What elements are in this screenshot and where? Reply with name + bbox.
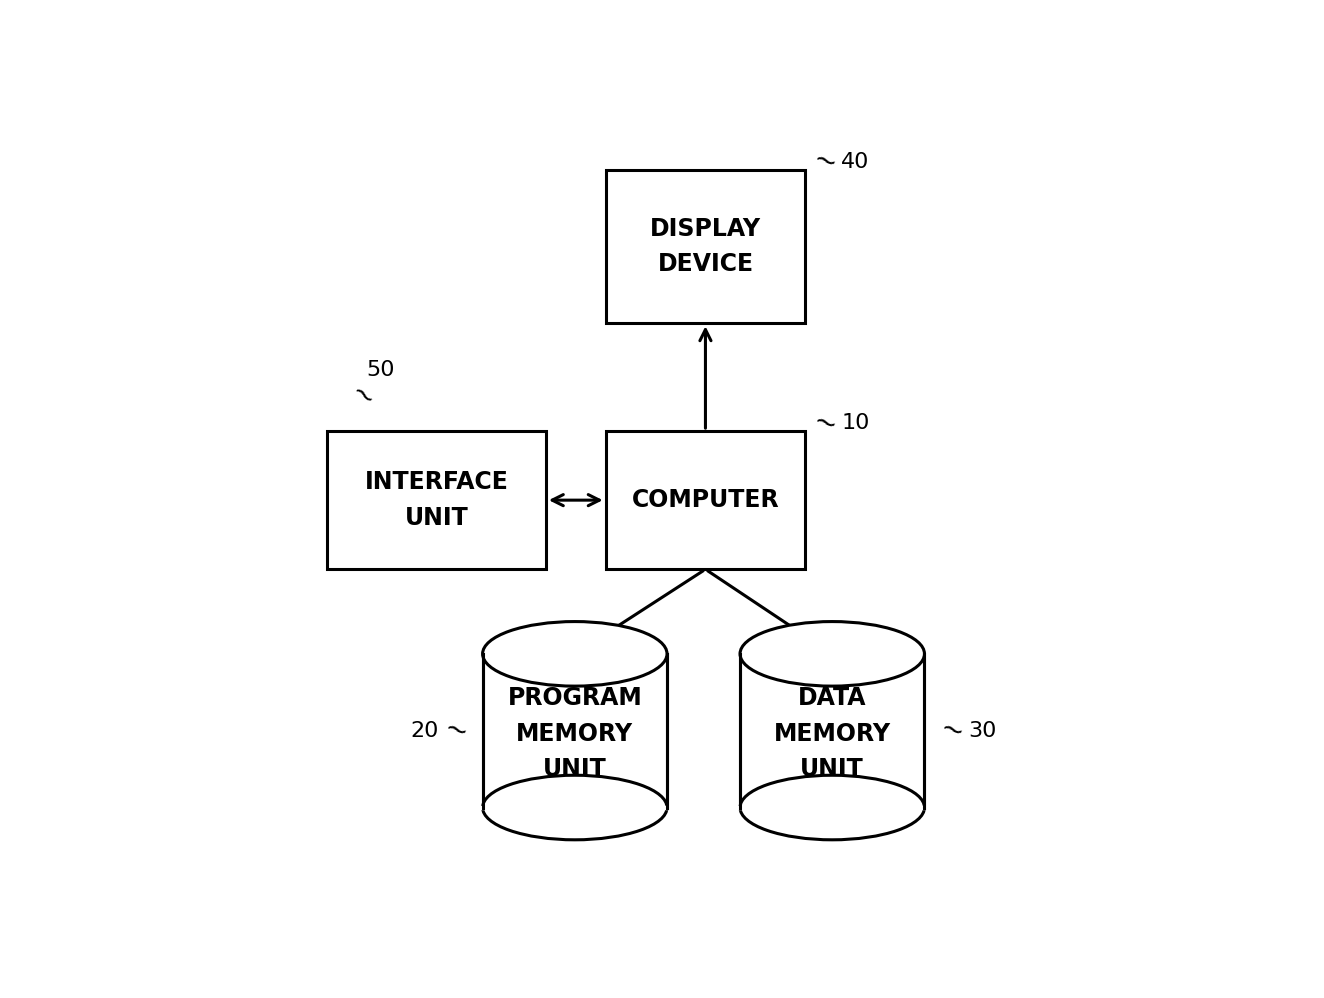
Text: DATA
MEMORY
UNIT: DATA MEMORY UNIT (773, 687, 891, 781)
Bar (605, 431, 805, 569)
Text: ∼: ∼ (809, 145, 841, 180)
Ellipse shape (740, 775, 924, 839)
Text: ∼: ∼ (344, 378, 380, 414)
Text: ∼: ∼ (440, 714, 471, 748)
Bar (327, 431, 545, 569)
Text: ∼: ∼ (936, 714, 967, 748)
Bar (740, 654, 924, 807)
Bar (605, 170, 805, 323)
Text: PROGRAM
MEMORY
UNIT: PROGRAM MEMORY UNIT (507, 687, 642, 781)
Text: COMPUTER: COMPUTER (632, 488, 780, 512)
Text: 20: 20 (410, 721, 440, 741)
Ellipse shape (482, 775, 667, 839)
Text: DISPLAY
DEVICE: DISPLAY DEVICE (650, 217, 761, 276)
Ellipse shape (740, 622, 924, 686)
Text: 10: 10 (841, 413, 870, 433)
Text: 30: 30 (968, 721, 996, 741)
Bar (748, 654, 916, 686)
Ellipse shape (482, 622, 667, 686)
Bar (482, 654, 667, 807)
Text: 40: 40 (841, 152, 870, 172)
Text: ∼: ∼ (809, 406, 841, 440)
Text: 50: 50 (367, 359, 395, 379)
Text: INTERFACE
UNIT: INTERFACE UNIT (364, 470, 508, 530)
Bar (491, 654, 658, 686)
